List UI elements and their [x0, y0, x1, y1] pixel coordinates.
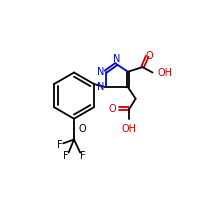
Text: N: N	[97, 67, 104, 77]
Text: OH: OH	[158, 68, 173, 78]
Text: OH: OH	[122, 124, 137, 134]
Text: N: N	[113, 54, 120, 64]
Text: N: N	[97, 82, 104, 92]
Text: F: F	[63, 151, 69, 161]
Text: F: F	[57, 140, 63, 150]
Text: O: O	[146, 51, 153, 61]
Text: O: O	[109, 104, 116, 114]
Text: F: F	[80, 151, 85, 161]
Text: O: O	[79, 124, 86, 134]
